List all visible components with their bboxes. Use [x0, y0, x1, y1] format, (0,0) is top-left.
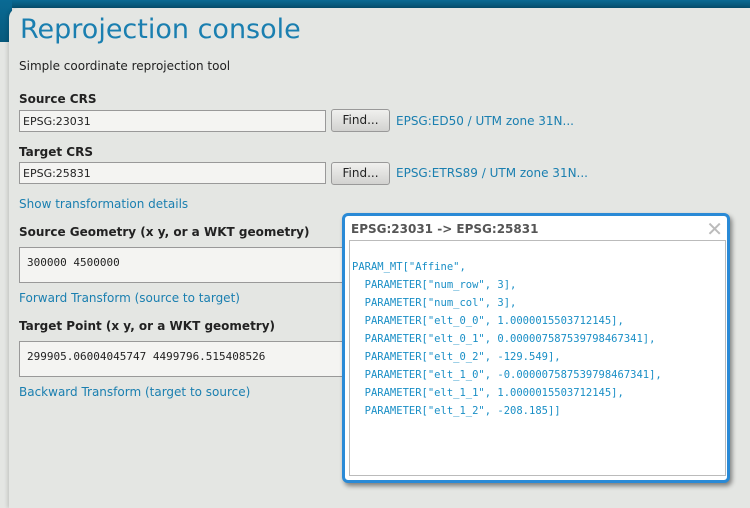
show-details-link[interactable]: Show transformation details: [19, 197, 189, 211]
wkt-line: PARAMETER["elt_1_1", 1.0000015503712145]…: [352, 387, 624, 399]
wkt-line: PARAMETER["elt_1_0", -0.0000075875397984…: [352, 369, 662, 381]
source-geometry-label: Source Geometry (x y, or a WKT geometry): [19, 225, 310, 239]
dialog-title: EPSG:23031 -> EPSG:25831: [351, 222, 539, 236]
page-subtitle: Simple coordinate reprojection tool: [19, 59, 231, 73]
source-find-button[interactable]: Find...: [331, 109, 390, 132]
target-find-button[interactable]: Find...: [331, 162, 390, 185]
transformation-details-dialog: EPSG:23031 -> EPSG:25831 ✕ PARAM_MT["Aff…: [342, 213, 730, 483]
forward-transform-link[interactable]: Forward Transform (source to target): [19, 291, 240, 305]
wkt-line: PARAMETER["num_col", 3],: [352, 297, 517, 309]
source-crs-input[interactable]: [19, 110, 326, 132]
wkt-line: PARAMETER["num_row", 3],: [352, 279, 517, 291]
target-crs-input[interactable]: [19, 162, 326, 184]
wkt-line: PARAMETER["elt_1_2", -208.185]]: [352, 405, 561, 417]
target-crs-label: Target CRS: [19, 145, 93, 159]
source-crs-name-link[interactable]: EPSG:ED50 / UTM zone 31N...: [396, 114, 574, 128]
wkt-line: PARAMETER["elt_0_0", 1.0000015503712145]…: [352, 315, 624, 327]
header-band: [0, 0, 750, 8]
wkt-line: PARAMETER["elt_0_2", -129.549],: [352, 351, 561, 363]
backward-transform-link[interactable]: Backward Transform (target to source): [19, 385, 251, 399]
target-crs-name-link[interactable]: EPSG:ETRS89 / UTM zone 31N...: [396, 166, 588, 180]
wkt-output: PARAM_MT["Affine", PARAMETER["num_row", …: [349, 240, 726, 476]
close-icon[interactable]: ✕: [706, 217, 723, 241]
wkt-line: PARAMETER["elt_0_1", 0.00000758753979846…: [352, 333, 656, 345]
source-crs-label: Source CRS: [19, 92, 97, 106]
wkt-line: PARAM_MT["Affine",: [352, 261, 466, 273]
target-point-label: Target Point (x y, or a WKT geometry): [19, 319, 276, 333]
page-title: Reprojection console: [20, 14, 301, 45]
